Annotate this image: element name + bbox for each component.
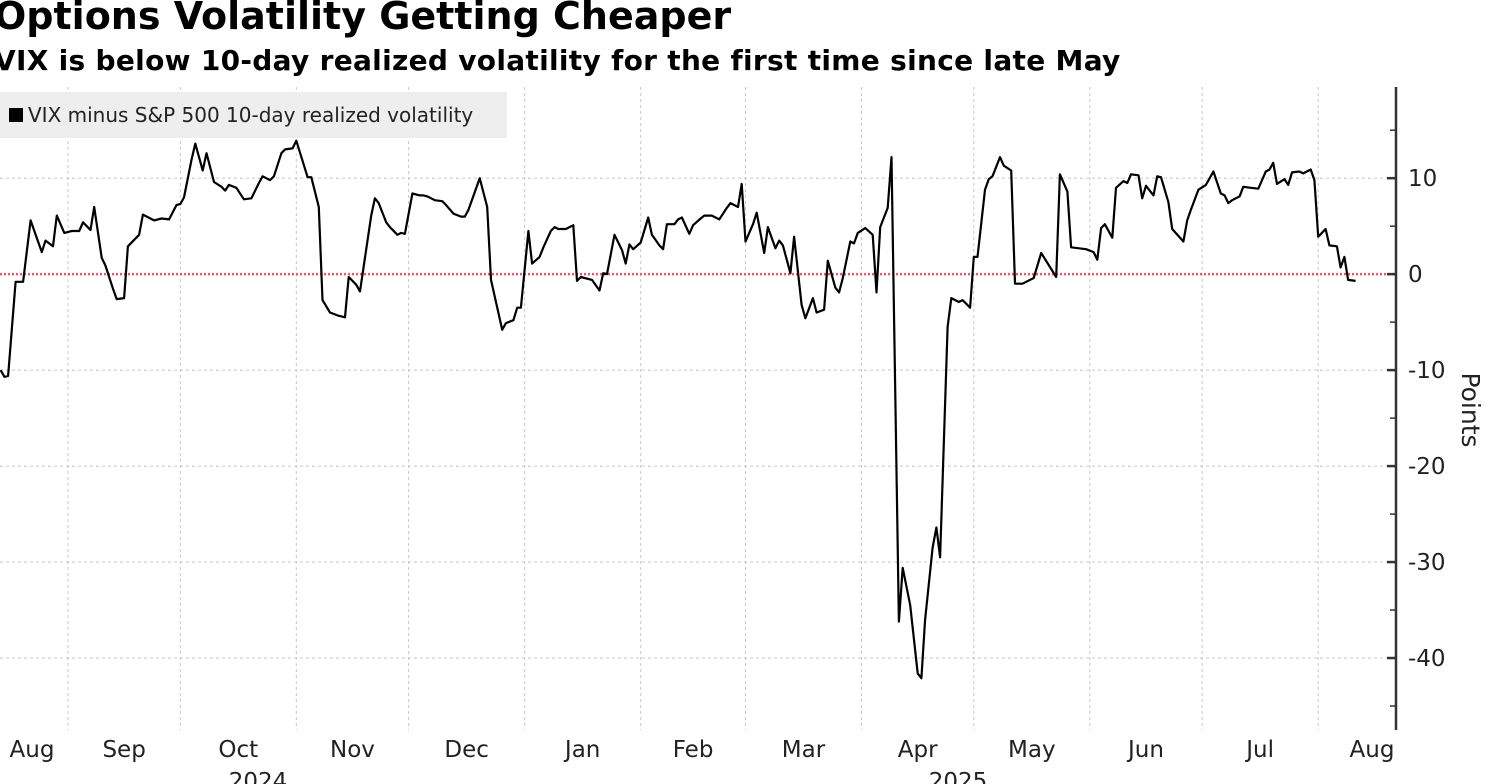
series-line [0, 139, 1356, 680]
x-tick-label: Apr [898, 737, 938, 763]
x-tick-label: Dec [444, 737, 489, 763]
x-tick-label: May [1008, 737, 1056, 763]
legend-label: VIX minus S&P 500 10-day realized volati… [28, 103, 474, 127]
legend: VIX minus S&P 500 10-day realized volati… [0, 92, 507, 138]
x-tick-label: Aug [1350, 737, 1395, 763]
x-tick-label: Oct [218, 737, 258, 763]
y-tick-label: 0 [1408, 262, 1423, 288]
y-axis: 10 0 -10 -20 -30 -40 [1387, 87, 1446, 730]
x-tick-label: Jan [563, 737, 600, 763]
y-axis-label: Points [1456, 372, 1485, 447]
y-tick-label: -20 [1408, 454, 1446, 480]
x-tick-label: Feb [673, 737, 714, 763]
y-tick-label: 10 [1408, 166, 1437, 192]
x-tick-label: Sep [102, 737, 145, 763]
series-lines [0, 139, 1356, 680]
chart-title: Options Volatility Getting Cheaper [0, 0, 732, 38]
x-tick-label: Mar [782, 737, 826, 763]
chart-subtitle: VIX is below 10-day realized volatility … [0, 44, 1121, 77]
x-year-label: 2025 [929, 769, 988, 784]
x-year-label: 2024 [229, 769, 288, 784]
legend-swatch [9, 108, 23, 122]
y-tick-label: -10 [1408, 358, 1446, 384]
x-axis-labels: Aug Sep Oct Nov Dec Jan Feb Mar Apr May Jun Jul Aug 2… [10, 737, 1395, 784]
y-tick-label: -40 [1408, 646, 1446, 672]
x-tick-label: Nov [330, 737, 375, 763]
y-tick-label: -30 [1408, 550, 1446, 576]
x-tick-label: Jun [1126, 737, 1164, 763]
x-tick-label: Aug [10, 737, 55, 763]
x-tick-label: Jul [1244, 737, 1274, 763]
gridlines [0, 87, 1396, 730]
